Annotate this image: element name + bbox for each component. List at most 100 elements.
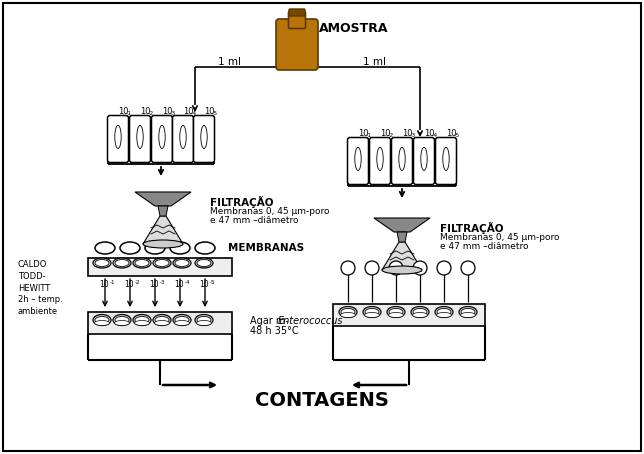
- Ellipse shape: [133, 258, 151, 268]
- Ellipse shape: [413, 309, 427, 316]
- FancyBboxPatch shape: [392, 138, 413, 184]
- Ellipse shape: [175, 321, 189, 326]
- Ellipse shape: [413, 312, 428, 317]
- Ellipse shape: [387, 306, 405, 317]
- Ellipse shape: [95, 321, 109, 326]
- Text: 10: 10: [124, 280, 134, 289]
- Text: -4: -4: [191, 111, 197, 116]
- Ellipse shape: [153, 258, 171, 268]
- Ellipse shape: [95, 242, 115, 254]
- Polygon shape: [374, 218, 430, 232]
- Text: Enterococcus: Enterococcus: [278, 316, 343, 326]
- Ellipse shape: [133, 315, 151, 326]
- Text: 10: 10: [162, 107, 173, 116]
- FancyBboxPatch shape: [276, 19, 318, 70]
- Ellipse shape: [135, 316, 149, 324]
- Ellipse shape: [95, 316, 109, 324]
- Ellipse shape: [196, 321, 211, 326]
- Ellipse shape: [195, 315, 213, 326]
- Text: -2: -2: [148, 111, 155, 116]
- Text: FILTRAÇÃO: FILTRAÇÃO: [210, 196, 274, 208]
- Text: -1: -1: [110, 280, 115, 285]
- Ellipse shape: [460, 312, 475, 317]
- Text: 10: 10: [174, 280, 184, 289]
- Text: 10: 10: [358, 129, 368, 138]
- Text: -2: -2: [135, 280, 140, 285]
- FancyBboxPatch shape: [413, 138, 435, 184]
- Ellipse shape: [115, 125, 121, 148]
- Text: 10: 10: [380, 129, 390, 138]
- Ellipse shape: [461, 309, 475, 316]
- Ellipse shape: [95, 260, 109, 266]
- Ellipse shape: [437, 309, 451, 316]
- FancyBboxPatch shape: [173, 115, 193, 163]
- Ellipse shape: [120, 242, 140, 254]
- Text: 10: 10: [140, 107, 151, 116]
- Ellipse shape: [195, 242, 215, 254]
- FancyBboxPatch shape: [108, 115, 129, 163]
- Text: 10: 10: [99, 280, 109, 289]
- Ellipse shape: [459, 306, 477, 317]
- Ellipse shape: [173, 258, 191, 268]
- FancyBboxPatch shape: [435, 138, 457, 184]
- FancyBboxPatch shape: [289, 9, 305, 16]
- Text: CALDO
TODD-
HEWITT
2h – temp.
ambiente: CALDO TODD- HEWITT 2h – temp. ambiente: [18, 260, 62, 316]
- FancyBboxPatch shape: [370, 138, 390, 184]
- Ellipse shape: [195, 258, 213, 268]
- Polygon shape: [158, 206, 168, 216]
- Text: 1 ml: 1 ml: [363, 57, 386, 67]
- Ellipse shape: [115, 321, 129, 326]
- Bar: [88, 258, 232, 276]
- Ellipse shape: [113, 258, 131, 268]
- Ellipse shape: [341, 312, 355, 317]
- Text: -4: -4: [185, 280, 191, 285]
- Text: -3: -3: [410, 133, 416, 138]
- Ellipse shape: [115, 316, 129, 324]
- Ellipse shape: [197, 316, 211, 324]
- Text: 10: 10: [199, 280, 209, 289]
- Ellipse shape: [155, 260, 169, 266]
- Text: AMOSTRA: AMOSTRA: [319, 22, 388, 35]
- Ellipse shape: [175, 260, 189, 266]
- Ellipse shape: [355, 148, 361, 170]
- Circle shape: [341, 261, 355, 275]
- Text: CONTAGENS: CONTAGENS: [255, 390, 389, 410]
- Circle shape: [437, 261, 451, 275]
- FancyBboxPatch shape: [289, 11, 305, 29]
- Ellipse shape: [365, 312, 379, 317]
- Polygon shape: [397, 232, 407, 242]
- Ellipse shape: [389, 309, 403, 316]
- Bar: [333, 304, 485, 326]
- FancyBboxPatch shape: [193, 115, 214, 163]
- Text: 10: 10: [402, 129, 413, 138]
- Text: Membranas 0, 45 μm-poro: Membranas 0, 45 μm-poro: [440, 233, 560, 242]
- Ellipse shape: [399, 148, 405, 170]
- Text: e 47 mm –diâmetro: e 47 mm –diâmetro: [440, 242, 529, 251]
- Ellipse shape: [421, 148, 427, 170]
- Text: 48 h 35°C: 48 h 35°C: [250, 326, 299, 336]
- Text: e 47 mm –diâmetro: e 47 mm –diâmetro: [210, 216, 299, 225]
- Ellipse shape: [377, 148, 383, 170]
- Text: Agar m-: Agar m-: [250, 316, 289, 326]
- Ellipse shape: [388, 312, 404, 317]
- Ellipse shape: [93, 315, 111, 326]
- Ellipse shape: [93, 258, 111, 268]
- Ellipse shape: [197, 260, 211, 266]
- Ellipse shape: [180, 125, 186, 148]
- Ellipse shape: [135, 321, 149, 326]
- Ellipse shape: [382, 266, 422, 274]
- Ellipse shape: [153, 315, 171, 326]
- Ellipse shape: [137, 125, 143, 148]
- Text: -5: -5: [454, 133, 460, 138]
- Ellipse shape: [170, 242, 190, 254]
- Bar: [88, 312, 232, 334]
- FancyBboxPatch shape: [129, 115, 151, 163]
- Text: -5: -5: [210, 280, 216, 285]
- Ellipse shape: [135, 260, 149, 266]
- Ellipse shape: [201, 125, 207, 148]
- Text: 10: 10: [183, 107, 193, 116]
- Circle shape: [413, 261, 427, 275]
- Ellipse shape: [115, 260, 129, 266]
- Ellipse shape: [411, 306, 429, 317]
- Text: 10: 10: [446, 129, 457, 138]
